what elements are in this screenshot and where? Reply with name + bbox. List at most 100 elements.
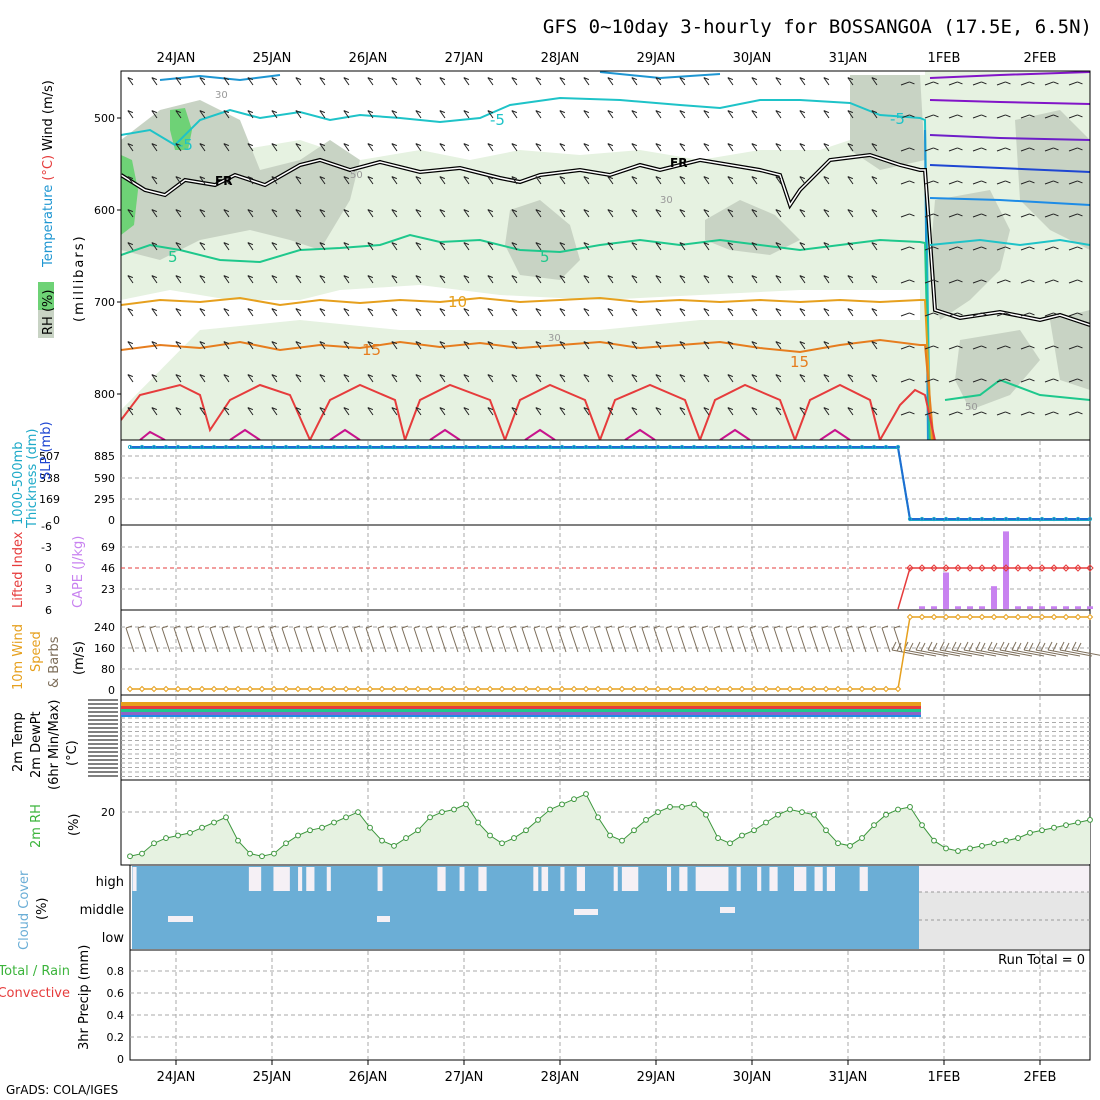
upper-barb bbox=[775, 308, 782, 317]
upper-barb-flag bbox=[487, 77, 494, 81]
upper-barb bbox=[247, 176, 254, 185]
upper-barb-flag bbox=[295, 407, 302, 411]
upper-barb bbox=[751, 110, 758, 119]
slp-tick-885: 885 bbox=[94, 450, 115, 463]
upper-barb-flag bbox=[679, 110, 686, 114]
upper-barb bbox=[727, 176, 734, 185]
upper-barb-flag bbox=[175, 407, 182, 411]
rh-marker bbox=[967, 845, 973, 852]
upper-barb-flag bbox=[847, 209, 854, 213]
upper-barb-flag bbox=[583, 242, 590, 246]
upper-barb bbox=[727, 275, 734, 284]
upper-barb bbox=[847, 374, 854, 383]
upper-barb-flag bbox=[1053, 378, 1059, 382]
upper-barb-flag bbox=[679, 407, 686, 411]
upper-barb bbox=[511, 110, 518, 119]
upper-barb-flag bbox=[127, 374, 134, 378]
upper-barb bbox=[223, 374, 230, 383]
sfc-barb bbox=[257, 627, 267, 653]
rh-marker bbox=[691, 801, 697, 808]
upper-wind-barbs bbox=[127, 77, 1083, 416]
sfc-barb bbox=[785, 627, 795, 653]
cloud-gap bbox=[859, 867, 868, 891]
upper-barb-flag bbox=[319, 308, 326, 312]
label-plus5-a: 5 bbox=[168, 248, 178, 266]
sfc-barb bbox=[857, 627, 867, 653]
sfc-barb bbox=[713, 627, 723, 653]
slp-marker bbox=[523, 444, 529, 450]
upper-barb-flag bbox=[151, 308, 158, 312]
upper-barb-flag bbox=[631, 341, 638, 345]
upper-barb bbox=[199, 110, 206, 119]
upper-barb-flag bbox=[631, 242, 638, 246]
upper-barb-flag bbox=[391, 242, 398, 246]
cape-label: CAPE (J/kg) bbox=[71, 536, 86, 608]
slp-marker bbox=[559, 444, 565, 450]
upper-barb-flag bbox=[751, 374, 758, 378]
upper-barb bbox=[751, 374, 758, 383]
upper-barb-flag bbox=[871, 242, 878, 246]
wind-marker bbox=[534, 685, 542, 693]
upper-barb-flag bbox=[607, 242, 614, 246]
upper-barb bbox=[127, 176, 134, 185]
sfc-barb bbox=[221, 627, 231, 653]
sfc-barb bbox=[365, 627, 375, 653]
upper-barb-flag bbox=[909, 213, 915, 217]
wind-marker bbox=[402, 685, 410, 693]
upper-barb-flag bbox=[367, 242, 374, 246]
upper-barb bbox=[343, 275, 350, 284]
upper-barb bbox=[559, 341, 566, 350]
contour-plus25 bbox=[139, 428, 851, 440]
upper-barb bbox=[487, 341, 494, 350]
upper-barb-flag bbox=[1005, 180, 1011, 184]
slp-marker bbox=[1075, 516, 1081, 522]
upper-barb-flag bbox=[367, 143, 374, 147]
upper-barb bbox=[871, 176, 878, 185]
wind-marker bbox=[882, 685, 890, 693]
wind-marker bbox=[306, 685, 314, 693]
upper-barb-flag bbox=[175, 143, 182, 147]
upper-barb-flag bbox=[367, 407, 374, 411]
upper-barb-flag bbox=[957, 312, 963, 316]
upper-barb bbox=[271, 77, 278, 86]
upper-barb-flag bbox=[933, 246, 939, 250]
upper-barb bbox=[391, 242, 398, 251]
upper-barb-flag bbox=[415, 275, 422, 279]
upper-barb bbox=[924, 180, 934, 185]
upper-barb-flag bbox=[727, 77, 734, 81]
wind-marker bbox=[1026, 613, 1034, 621]
sfc-barb-flag bbox=[665, 625, 673, 629]
wind-marker bbox=[378, 685, 386, 693]
rh-marker bbox=[163, 835, 169, 841]
sfc-barb-flag bbox=[749, 625, 757, 629]
sfc-barb bbox=[833, 627, 843, 653]
label-freezing-2: FR bbox=[670, 156, 687, 170]
upper-barb bbox=[487, 242, 494, 251]
upper-barb bbox=[295, 374, 302, 383]
rh-shade-mid-7 bbox=[955, 330, 1040, 410]
rh-marker bbox=[955, 848, 961, 854]
upper-barb-flag bbox=[981, 213, 987, 217]
upper-barb bbox=[535, 77, 542, 86]
cloud-gap bbox=[757, 867, 762, 891]
upper-barb bbox=[948, 180, 958, 185]
upper-barb bbox=[948, 213, 958, 218]
sfc-barb-flag bbox=[975, 641, 981, 651]
upper-barb bbox=[924, 411, 934, 416]
upper-barb-flag bbox=[535, 308, 542, 312]
cape-bar bbox=[1063, 606, 1069, 609]
upper-barb bbox=[948, 114, 958, 119]
upper-barb bbox=[775, 209, 782, 218]
cape-bar bbox=[967, 606, 973, 609]
upper-barb-flag bbox=[367, 374, 374, 378]
sfc-barb bbox=[293, 627, 303, 653]
sfc-barb-flag bbox=[461, 625, 469, 629]
upper-barb-flag bbox=[127, 242, 134, 246]
upper-barb-flag bbox=[439, 308, 446, 312]
upper-barb bbox=[343, 176, 350, 185]
sfc-barb-flag bbox=[761, 625, 769, 629]
upper-barb bbox=[367, 176, 374, 185]
cloud-gap bbox=[132, 867, 137, 891]
upper-barb-flag bbox=[1053, 180, 1059, 184]
upper-barb bbox=[487, 143, 494, 152]
